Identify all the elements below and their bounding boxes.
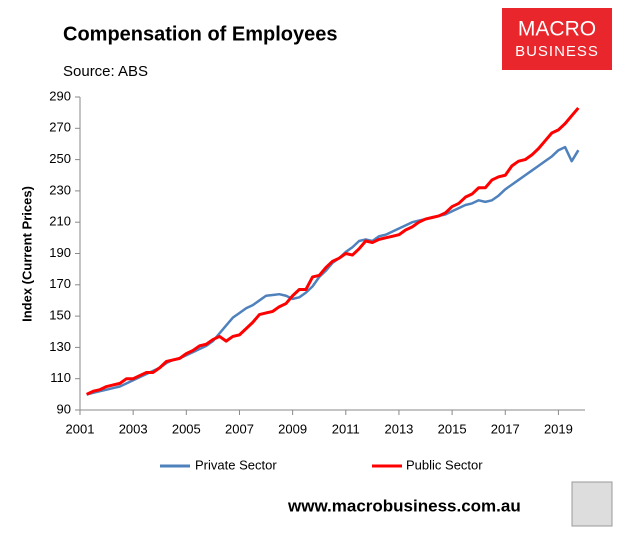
y-tick-label: 130 <box>49 339 71 354</box>
line-series <box>86 145 580 396</box>
x-tick-label: 2001 <box>66 421 95 436</box>
x-tick-label: 2003 <box>119 421 148 436</box>
y-tick-label: 170 <box>49 276 71 291</box>
x-tick-label: 2011 <box>332 421 360 436</box>
line-series <box>86 106 580 396</box>
legend-label: Private Sector <box>195 457 277 472</box>
x-tick-label: 2007 <box>225 421 254 436</box>
y-tick-label: 230 <box>49 182 71 197</box>
y-tick-label: 90 <box>57 401 71 416</box>
x-tick-label: 2005 <box>172 421 201 436</box>
chart-title: Compensation of Employees <box>63 23 338 45</box>
y-tick-label: 290 <box>49 88 71 103</box>
x-tick-label: 2015 <box>438 421 467 436</box>
y-tick-label: 190 <box>49 245 71 260</box>
y-axis-label: Index (Current Prices) <box>19 186 34 322</box>
y-tick-label: 270 <box>49 120 71 135</box>
chart-subtitle: Source: ABS <box>63 63 148 80</box>
legend-label: Public Sector <box>406 457 483 472</box>
y-tick-label: 210 <box>49 214 71 229</box>
y-tick-label: 110 <box>50 370 71 385</box>
logo-top: MACRO <box>518 18 596 41</box>
logo-bottom: BUSINESS <box>515 43 599 60</box>
logo-icon <box>571 481 613 527</box>
y-tick-label: 250 <box>49 151 71 166</box>
x-tick-label: 2013 <box>384 421 413 436</box>
x-tick-label: 2009 <box>278 421 307 436</box>
x-tick-label: 2017 <box>491 421 520 436</box>
y-tick-label: 150 <box>49 308 71 323</box>
logo-box <box>502 8 612 70</box>
footer-url: www.macrobusiness.com.au <box>287 496 521 515</box>
x-tick-label: 2019 <box>544 421 573 436</box>
